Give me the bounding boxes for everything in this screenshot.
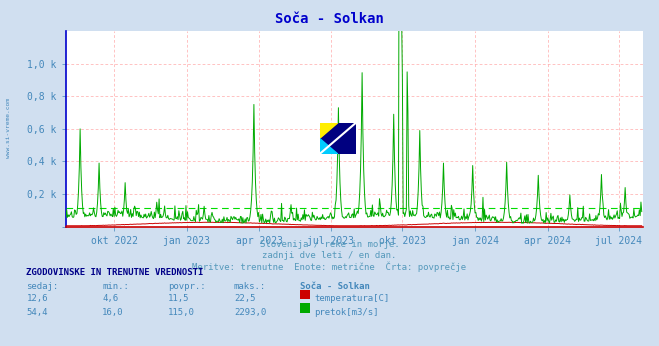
Text: maks.:: maks.: xyxy=(234,282,266,291)
Text: 115,0: 115,0 xyxy=(168,308,195,317)
Text: www.si-vreme.com: www.si-vreme.com xyxy=(6,98,11,158)
Polygon shape xyxy=(320,123,338,138)
Text: 54,4: 54,4 xyxy=(26,308,48,317)
Text: temperatura[C]: temperatura[C] xyxy=(314,294,389,303)
Text: pretok[m3/s]: pretok[m3/s] xyxy=(314,308,379,317)
Text: Slovenija / reke in morje.: Slovenija / reke in morje. xyxy=(260,240,399,249)
Text: 22,5: 22,5 xyxy=(234,294,256,303)
Text: 16,0: 16,0 xyxy=(102,308,124,317)
Text: ZGODOVINSKE IN TRENUTNE VREDNOSTI: ZGODOVINSKE IN TRENUTNE VREDNOSTI xyxy=(26,268,204,277)
Text: 12,6: 12,6 xyxy=(26,294,48,303)
Text: 11,5: 11,5 xyxy=(168,294,190,303)
Text: povpr.:: povpr.: xyxy=(168,282,206,291)
Polygon shape xyxy=(320,138,338,154)
Text: Meritve: trenutne  Enote: metrične  Črta: povprečje: Meritve: trenutne Enote: metrične Črta: … xyxy=(192,261,467,272)
Text: 4,6: 4,6 xyxy=(102,294,118,303)
Text: min.:: min.: xyxy=(102,282,129,291)
Text: zadnji dve leti / en dan.: zadnji dve leti / en dan. xyxy=(262,251,397,260)
Text: 2293,0: 2293,0 xyxy=(234,308,266,317)
Text: Soča - Solkan: Soča - Solkan xyxy=(300,282,370,291)
Text: sedaj:: sedaj: xyxy=(26,282,59,291)
Text: Soča - Solkan: Soča - Solkan xyxy=(275,12,384,26)
